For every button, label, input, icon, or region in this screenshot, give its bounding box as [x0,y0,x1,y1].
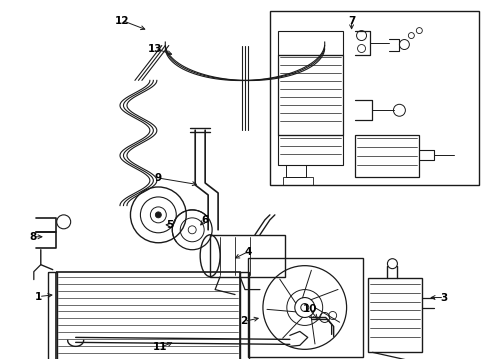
Bar [210,235,285,276]
Text: 11: 11 [153,342,168,352]
Bar [56,272,240,360]
Circle shape [301,303,309,311]
Bar [355,135,419,177]
Text: 5: 5 [167,220,174,230]
Text: 4: 4 [245,247,252,257]
Text: 1: 1 [35,292,43,302]
Circle shape [155,212,161,218]
Text: 12: 12 [115,15,130,26]
Text: 3: 3 [441,293,448,302]
Text: 7: 7 [348,15,355,26]
Text: 10: 10 [302,305,317,315]
Text: 9: 9 [155,173,162,183]
Bar [278,31,343,55]
Bar [283,177,313,185]
Bar [278,135,343,165]
Bar [368,278,422,352]
Text: 2: 2 [241,316,247,327]
Text: 6: 6 [201,215,209,225]
Bar [278,55,343,135]
Bar [48,272,57,360]
Bar [240,272,249,360]
Bar [248,258,363,357]
Text: 8: 8 [29,232,36,242]
Bar [270,11,479,185]
Bar [286,165,306,177]
Text: 13: 13 [148,44,163,54]
